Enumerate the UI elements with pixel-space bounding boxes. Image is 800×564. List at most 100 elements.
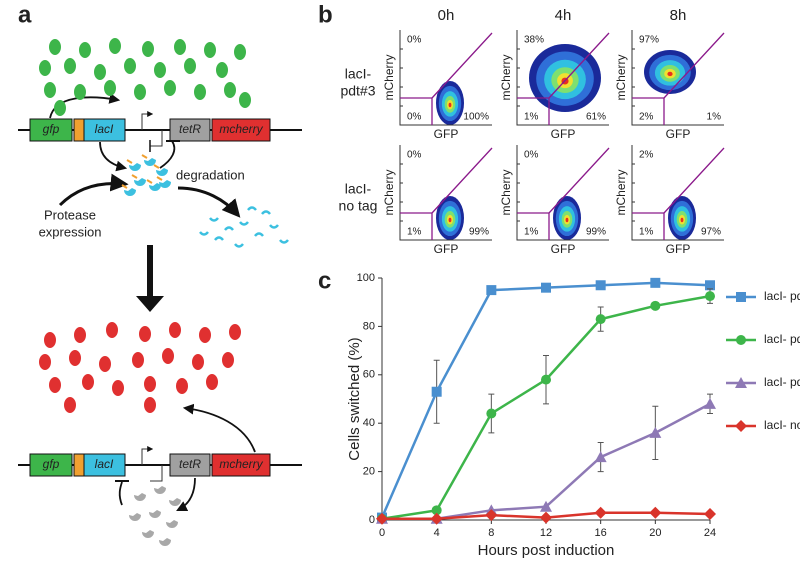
quadrant-percent: 0% bbox=[407, 150, 422, 161]
marker bbox=[541, 282, 551, 293]
quadrant-percent: 97% bbox=[639, 35, 659, 46]
marker bbox=[485, 509, 498, 522]
protein-mcherry bbox=[106, 322, 118, 338]
protein-mcherry bbox=[222, 352, 234, 368]
tetr-protein bbox=[159, 538, 171, 546]
marker bbox=[650, 277, 661, 288]
protein-gfp bbox=[74, 84, 86, 100]
axis bbox=[516, 145, 609, 241]
quadrant-percent: 1% bbox=[639, 227, 654, 238]
gene-label: gfp bbox=[43, 457, 60, 471]
gate bbox=[517, 32, 610, 125]
x-axis-title: Hours post induction bbox=[478, 542, 615, 559]
density bbox=[680, 217, 684, 223]
fragment bbox=[254, 232, 264, 237]
flow-plot: mCherry GFP 0% 1% 99% bbox=[499, 145, 610, 256]
tag bbox=[146, 179, 153, 184]
tag bbox=[131, 174, 138, 179]
y-tick-label: 80 bbox=[363, 320, 375, 332]
protein-gfp bbox=[124, 58, 136, 74]
fragment bbox=[239, 221, 249, 226]
tag bbox=[156, 176, 163, 181]
protease-label: expression bbox=[39, 224, 102, 239]
density bbox=[448, 102, 452, 108]
tetr-protein bbox=[169, 498, 181, 506]
fragment bbox=[279, 239, 289, 244]
x-axis-label: GFP bbox=[434, 242, 459, 256]
protein-gfp bbox=[142, 41, 154, 57]
protein-mcherry bbox=[206, 374, 218, 390]
legend-marker bbox=[736, 335, 746, 345]
tag bbox=[153, 164, 160, 169]
gene-label: mcherry bbox=[219, 122, 263, 136]
series-line bbox=[381, 294, 711, 521]
y-axis-label: mCherry bbox=[499, 54, 513, 100]
quadrant-percent: 2% bbox=[639, 150, 654, 161]
y-axis-label: mCherry bbox=[614, 169, 628, 215]
axis bbox=[631, 30, 724, 126]
flow-plot: mCherry GFP 0% 0% 100% bbox=[382, 30, 493, 141]
marker bbox=[376, 512, 388, 525]
gene-label: tetR bbox=[179, 457, 201, 471]
y-tick-label: 60 bbox=[363, 369, 375, 381]
protein-gfp bbox=[44, 82, 56, 98]
y-tick-label: 40 bbox=[363, 417, 375, 429]
panel-a-text: gfp lacI tetR mcherry gfp lacI tetR mche… bbox=[39, 122, 264, 471]
x-tick-label: 16 bbox=[595, 527, 607, 539]
tetr-protein bbox=[154, 486, 166, 494]
protein-mcherry bbox=[64, 397, 76, 413]
x-tick-label: 4 bbox=[434, 527, 440, 539]
protein-gfp bbox=[54, 100, 66, 116]
x-axis-label: GFP bbox=[551, 127, 576, 141]
protease-label: Protease bbox=[44, 207, 96, 222]
protein-gfp bbox=[234, 44, 246, 60]
marker bbox=[540, 500, 552, 512]
protein-mcherry bbox=[82, 374, 94, 390]
marker bbox=[705, 280, 715, 291]
legend-label: lacI- pdt#3D bbox=[764, 375, 800, 389]
fragment bbox=[247, 206, 257, 211]
quadrant-percent: 99% bbox=[469, 227, 489, 238]
quadrant-percent: 1% bbox=[524, 112, 539, 123]
x-axis-label: GFP bbox=[666, 242, 691, 256]
protein-mcherry bbox=[49, 377, 61, 393]
marker bbox=[650, 300, 661, 311]
tetr-protein bbox=[166, 520, 178, 528]
protein-gfp bbox=[184, 58, 196, 74]
axis bbox=[399, 30, 492, 126]
laci-protein bbox=[134, 178, 146, 186]
protein-gfp bbox=[164, 80, 176, 96]
quadrant-percent: 1% bbox=[524, 227, 539, 238]
row-label: no tag bbox=[339, 198, 378, 214]
x-tick-label: 24 bbox=[704, 527, 716, 539]
timepoint: 4h bbox=[555, 7, 572, 24]
protein-mcherry bbox=[39, 354, 51, 370]
quadrant-percent: 1% bbox=[407, 227, 422, 238]
marker bbox=[595, 280, 606, 291]
laci-protein bbox=[156, 168, 168, 176]
tag bbox=[121, 184, 128, 189]
y-tick-label: 100 bbox=[357, 272, 375, 284]
gate bbox=[400, 147, 493, 240]
y-tick-label: 0 bbox=[369, 514, 375, 526]
protein-mcherry bbox=[192, 354, 204, 370]
density bbox=[565, 217, 569, 223]
panel-label: b bbox=[318, 1, 333, 28]
protein-mcherry bbox=[144, 376, 156, 392]
quadrant-percent: 2% bbox=[639, 112, 654, 123]
gene-label: lacI bbox=[95, 122, 114, 136]
gate bbox=[400, 32, 493, 125]
x-axis-label: GFP bbox=[666, 127, 691, 141]
tetr-protein bbox=[134, 493, 146, 501]
protein-mcherry bbox=[144, 397, 156, 413]
protein-gfp bbox=[194, 84, 206, 100]
gate bbox=[632, 147, 725, 240]
laci-protein bbox=[149, 183, 161, 191]
y-axis-label: mCherry bbox=[382, 54, 396, 100]
protein-gfp bbox=[104, 80, 116, 96]
fragment bbox=[261, 210, 271, 215]
protein-gfp bbox=[216, 62, 228, 78]
marker bbox=[431, 505, 442, 516]
protein-gfp bbox=[79, 42, 91, 58]
protein-mcherry bbox=[169, 322, 181, 338]
